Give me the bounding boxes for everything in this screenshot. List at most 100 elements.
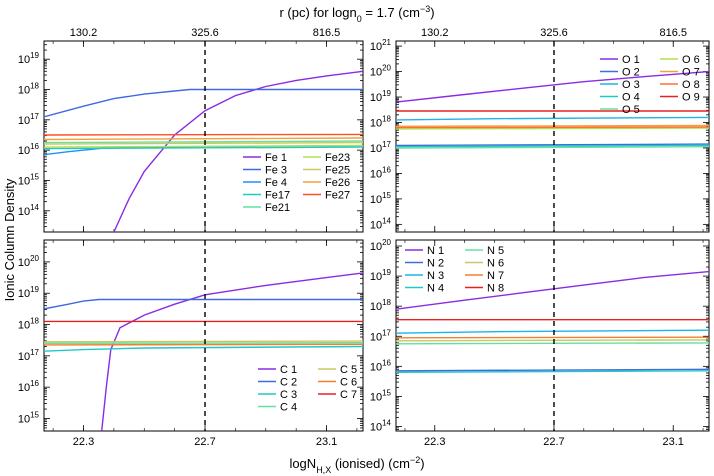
series-line-n5 bbox=[396, 342, 709, 345]
series-line-fe25 bbox=[44, 141, 363, 145]
legend-label: O 5 bbox=[622, 104, 640, 116]
y-tick-label: 1017 bbox=[18, 112, 40, 127]
y-tick-label: 1016 bbox=[370, 358, 392, 373]
y-tick-label: 1015 bbox=[370, 388, 392, 403]
y-tick-label: 1016 bbox=[370, 165, 392, 180]
series-line-o3 bbox=[396, 116, 709, 121]
series-line-o5 bbox=[396, 146, 709, 149]
y-tick-label: 1014 bbox=[18, 203, 40, 218]
plot-frame bbox=[395, 239, 710, 432]
top-tick-label: 325.6 bbox=[540, 27, 568, 39]
series-line-o4 bbox=[396, 144, 709, 148]
series-line-n3 bbox=[396, 329, 709, 334]
legend-label: C 1 bbox=[280, 364, 297, 376]
top-axis-title: r (pc) for logn0 = 1.7 (cm−3) bbox=[279, 4, 434, 24]
series-line-c3 bbox=[44, 345, 363, 352]
top-tick-label: 816.5 bbox=[659, 27, 687, 39]
legend-label: O 4 bbox=[622, 92, 640, 104]
legend-label: O 9 bbox=[682, 92, 700, 104]
y-tick-label: 1014 bbox=[370, 418, 392, 433]
x-tick-label: 22.3 bbox=[424, 436, 445, 448]
top-tick-label: 130.2 bbox=[70, 27, 98, 39]
legend-label: Fe25 bbox=[325, 165, 350, 177]
legend: O 1O 2O 3O 4O 5 O 6O 7O 8O 9 bbox=[600, 54, 700, 116]
plot-frame bbox=[395, 40, 710, 233]
y-tick-label: 1020 bbox=[18, 254, 40, 269]
y-tick-label: 1019 bbox=[18, 285, 40, 300]
series-line-o1 bbox=[396, 70, 709, 103]
series-group bbox=[44, 70, 363, 232]
series-line-c5 bbox=[44, 340, 363, 343]
series-line-c4 bbox=[44, 342, 363, 344]
series-line-o7 bbox=[396, 124, 709, 127]
top-tick-label: 816.5 bbox=[313, 27, 341, 39]
panel-top-left: 1014 1015 1016 1017 1018 1019 130.2 325.6 816.5 F… bbox=[18, 27, 364, 233]
y-tick-label: 1019 bbox=[18, 51, 40, 66]
legend: C 1C 2C 3C 4 C 5C 6C 7 bbox=[258, 364, 357, 414]
y-tick-label: 1018 bbox=[370, 114, 392, 129]
top-tick-label: 325.6 bbox=[191, 27, 219, 39]
legend-label: O 2 bbox=[622, 67, 640, 79]
legend-label: N 6 bbox=[487, 258, 504, 270]
y-tick-label: 1021 bbox=[370, 38, 392, 53]
legend-label: N 5 bbox=[487, 245, 504, 257]
y-tick-label: 1017 bbox=[370, 328, 392, 343]
x-axis-label: logNH,X (ionised) (cm−2) bbox=[289, 455, 424, 475]
y-tick-label: 1014 bbox=[370, 216, 392, 231]
y-tick-label: 1019 bbox=[370, 89, 392, 104]
series-line-fe1 bbox=[113, 70, 363, 232]
series-line-fe3 bbox=[44, 88, 363, 118]
legend-label: C 5 bbox=[340, 364, 357, 376]
y-tick-label: 1018 bbox=[18, 82, 40, 97]
legend-label: Fe26 bbox=[325, 177, 350, 189]
legend-label: O 8 bbox=[682, 79, 700, 91]
legend-label: Fe 3 bbox=[265, 165, 287, 177]
x-tick-label: 22.3 bbox=[73, 436, 94, 448]
legend-label: Fe 4 bbox=[265, 177, 287, 189]
x-tick-label: 23.1 bbox=[316, 436, 337, 448]
plot-frame bbox=[43, 239, 364, 432]
y-tick-label: 1018 bbox=[18, 317, 40, 332]
legend-label: O 6 bbox=[682, 54, 700, 66]
y-axis-label: Ionic Column Density bbox=[2, 178, 17, 301]
series-line-c1 bbox=[101, 272, 363, 431]
legend-label: C 3 bbox=[280, 389, 297, 401]
series-line-c6 bbox=[44, 343, 363, 346]
legend-label: C 6 bbox=[340, 377, 357, 389]
legend-label: N 3 bbox=[427, 270, 444, 282]
series-line-o8 bbox=[396, 126, 709, 129]
series-group bbox=[44, 272, 363, 431]
legend-label: N 8 bbox=[487, 283, 504, 295]
series-line-c2 bbox=[44, 298, 363, 310]
series-line-fe23 bbox=[44, 144, 363, 148]
legend-label: C 7 bbox=[340, 389, 357, 401]
y-tick-label: 1018 bbox=[370, 298, 392, 313]
plot-frame bbox=[43, 40, 364, 233]
legend-label: Fe27 bbox=[325, 190, 350, 202]
legend-label: N 7 bbox=[487, 270, 504, 282]
series-line-fe17 bbox=[44, 146, 363, 150]
y-tick-label: 1016 bbox=[18, 379, 40, 394]
series-line-n2 bbox=[396, 368, 709, 372]
series-line-o6 bbox=[396, 127, 709, 130]
y-tick-label: 1015 bbox=[18, 172, 40, 187]
y-tick-label: 1015 bbox=[18, 410, 40, 425]
series-line-o2 bbox=[396, 143, 709, 147]
y-tick-label: 1020 bbox=[370, 238, 392, 253]
series-group bbox=[396, 70, 709, 149]
legend-label: N 2 bbox=[427, 258, 444, 270]
legend-label: C 2 bbox=[280, 377, 297, 389]
legend-label: N 4 bbox=[427, 283, 444, 295]
legend-label: O 7 bbox=[682, 67, 700, 79]
series-line-n4 bbox=[396, 370, 709, 373]
legend-label: O 3 bbox=[622, 79, 640, 91]
legend-label: Fe21 bbox=[265, 202, 290, 214]
y-tick-label: 1020 bbox=[370, 64, 392, 79]
series-line-fe27 bbox=[44, 133, 363, 136]
panel-top-right: 1014 1015 1016 1017 1018 1019 1020 1021 130.2 325… bbox=[370, 27, 710, 233]
series-line-n7 bbox=[396, 336, 709, 339]
legend-label: Fe23 bbox=[325, 152, 350, 164]
y-tick-label: 1015 bbox=[370, 191, 392, 206]
